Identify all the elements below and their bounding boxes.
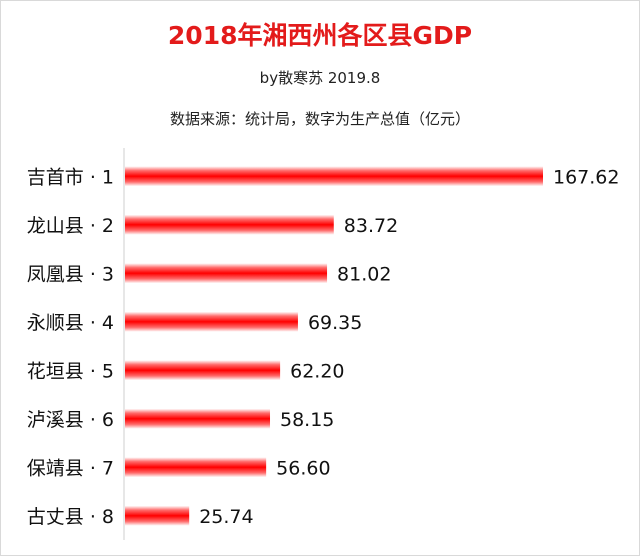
category-label: 龙山县 · 2 [27, 215, 114, 237]
value-label: 69.35 [308, 312, 362, 334]
bar-group: 吉首市 · 1 167.62 龙山县 · 2 83.72 凤凰县 · 3 81.02 永顺县… [27, 166, 619, 528]
chart-subtitle: by散寒苏 2019.8 [259, 69, 381, 87]
value-label: 62.20 [290, 360, 344, 382]
category-label: 保靖县 · 7 [27, 457, 114, 479]
bar [125, 360, 281, 381]
value-label: 58.15 [280, 409, 334, 431]
category-label: 吉首市 · 1 [27, 166, 114, 188]
chart-title: 2018年湘西州各区县GDP [167, 21, 473, 50]
chart-source-note: 数据来源：统计局，数字为生产总值（亿元） [169, 110, 470, 128]
bar [125, 166, 543, 187]
category-label: 凤凰县 · 3 [27, 263, 114, 285]
bar [125, 214, 334, 235]
category-label: 泸溪县 · 6 [27, 409, 114, 431]
value-label: 83.72 [344, 215, 398, 237]
value-label: 81.02 [337, 263, 391, 285]
category-label: 花垣县 · 5 [27, 360, 114, 382]
value-label: 56.60 [276, 457, 330, 479]
bar [125, 263, 328, 284]
bar [125, 311, 298, 332]
bar [125, 505, 190, 526]
value-label: 25.74 [199, 506, 253, 528]
category-label: 永顺县 · 4 [27, 312, 114, 334]
value-label: 167.62 [553, 166, 619, 188]
category-label: 古丈县 · 8 [27, 506, 114, 528]
bar [125, 408, 271, 429]
bar [125, 457, 267, 478]
